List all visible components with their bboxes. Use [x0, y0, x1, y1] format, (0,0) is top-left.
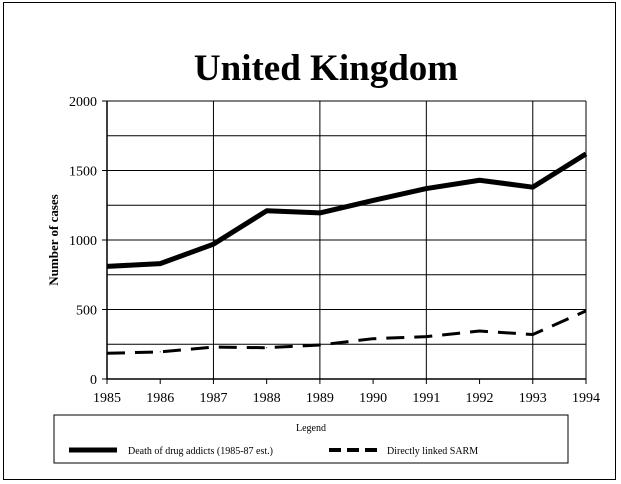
data-point	[319, 344, 321, 346]
x-tick-label: 1987	[199, 391, 227, 406]
legend-label-sarm: Directly linked SARM	[387, 446, 478, 457]
legend: Legend Death of drug addicts (1985-87 es…	[53, 414, 569, 464]
data-point	[532, 334, 534, 336]
chart-title: United Kingdom	[194, 48, 458, 89]
data-point	[425, 188, 427, 190]
data-point	[425, 336, 427, 338]
data-point	[585, 310, 587, 312]
x-tick-label: 1989	[306, 391, 334, 406]
data-point	[212, 243, 214, 245]
data-point	[479, 179, 481, 181]
x-tick-label: 1994	[572, 391, 600, 406]
data-point	[372, 338, 374, 340]
y-tick-label: 500	[76, 304, 97, 319]
data-point	[106, 265, 108, 267]
y-axis-label: Number of cases	[46, 194, 61, 285]
x-tick-label: 1985	[93, 391, 121, 406]
data-point	[372, 199, 374, 201]
x-tick-label: 1992	[466, 391, 494, 406]
legend-title: Legend	[296, 423, 326, 434]
x-tick-label: 1993	[519, 391, 547, 406]
data-point	[266, 210, 268, 212]
y-tick-label: 2000	[69, 95, 97, 110]
data-point	[532, 186, 534, 188]
chart-frame	[3, 2, 616, 480]
series-lines	[106, 151, 588, 355]
data-point	[159, 263, 161, 265]
x-tick-label: 1988	[253, 391, 281, 406]
data-point	[479, 330, 481, 332]
data-point	[585, 153, 587, 155]
legend-label-deaths: Death of drug addicts (1985-87 est.)	[128, 446, 273, 457]
data-point	[106, 352, 108, 354]
data-point	[319, 212, 321, 214]
x-tick-label: 1990	[359, 391, 387, 406]
legend-box	[53, 414, 569, 464]
data-point	[212, 346, 214, 348]
series-line-deaths	[106, 151, 588, 269]
y-tick-label: 0	[90, 373, 97, 388]
tick-labels: 0 500 1000 1500 2000 1985 1986 1987 1988 1989 1990…	[69, 95, 600, 406]
x-tick-label: 1986	[146, 391, 174, 406]
y-tick-label: 1500	[69, 165, 97, 180]
axes	[102, 100, 587, 384]
y-tick-label: 1000	[69, 234, 97, 249]
series-line-sarm	[106, 309, 587, 355]
grid-lines	[107, 100, 587, 379]
data-point	[266, 347, 268, 349]
x-tick-label: 1991	[412, 391, 440, 406]
data-point	[159, 351, 161, 353]
